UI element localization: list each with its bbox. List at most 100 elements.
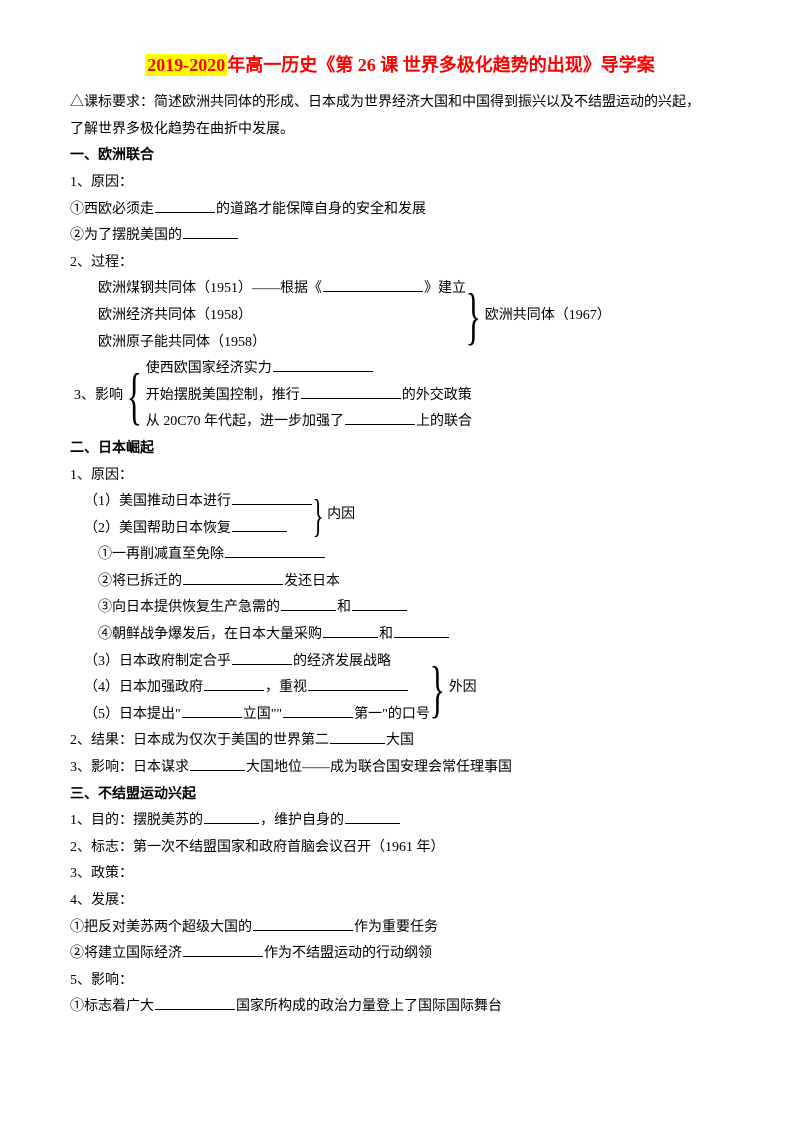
s1-impact-list: 使西欧国家经济实力 开始摆脱美国控制，推行的外交政策 从 20C70 年代起，进…: [142, 356, 472, 436]
blank: [345, 810, 400, 824]
s2-outer-group: （3）日本政府制定合乎 的经济发展战略 （4）日本加强政府，重视 （5）日本提出"…: [70, 649, 730, 729]
brace-icon: }: [313, 493, 324, 539]
s3-d2b: 作为不结盟运动的行动纲领: [264, 946, 432, 961]
s2-r3b: 的经济发展战略: [293, 654, 391, 669]
blank: [183, 943, 263, 957]
blank: [183, 571, 283, 585]
s2-r2-3b: 和: [337, 600, 351, 615]
brace-icon: }: [466, 284, 481, 348]
s2-result: 2、结果：日本成为仅次于美国的世界第二 大国: [70, 728, 730, 755]
s1-i2a: 开始摆脱美国控制，推行: [146, 388, 300, 403]
blank: [253, 917, 353, 931]
s2-r2-4: ④朝鲜战争爆发后，在日本大量采购 和: [70, 622, 730, 649]
blank: [232, 651, 292, 665]
s2-r2-4b: 和: [379, 627, 393, 642]
section3-head: 三、不结盟运动兴起: [70, 782, 730, 809]
intro-text1: 简述欧洲共同体的形成、日本成为世界经济大国和中国得到振兴以及不结盟运动的兴起，: [154, 95, 700, 110]
blank: [225, 544, 325, 558]
s1-process-left: 欧洲煤钢共同体（1951）——根据《 》建立 欧洲经济共同体（1958） 欧洲原子…: [70, 276, 466, 356]
s2-l2b: 大国: [386, 733, 414, 748]
s1-p3: 欧洲原子能共同体（1958）: [98, 330, 466, 357]
s1-reason-label: 1、原因：: [70, 170, 730, 197]
s1-reason2: ②为了摆脱美国的: [70, 223, 730, 250]
s2-r2-1: ①一再削减直至免除: [70, 542, 730, 569]
blank: [190, 757, 245, 771]
s2-r2-2: ②将已拆迁的 发还日本: [70, 569, 730, 596]
blank: [394, 624, 449, 638]
s3-d1b: 作为重要任务: [354, 920, 438, 935]
blank: [204, 810, 259, 824]
s2-r2-1t: ①一再削减直至免除: [98, 547, 224, 562]
s3-l3: 3、政策：: [70, 861, 730, 888]
s1-r2a: ②为了摆脱美国的: [70, 228, 182, 243]
intro-line2: 了解世界多极化趋势在曲折中发展。: [70, 117, 730, 144]
s1-i1: 使西欧国家经济实力: [146, 356, 472, 383]
intro-line1: △课标要求：简述欧洲共同体的形成、日本成为世界经济大国和中国得到振兴以及不结盟运…: [70, 90, 730, 117]
s1-p1b: 》建立: [424, 281, 466, 296]
blank: [155, 199, 215, 213]
s2-r5: （5）日本提出"立国""第一"的口号: [84, 702, 430, 729]
s2-inner-left: （1）美国推动日本进行 （2）美国帮助日本恢复: [70, 489, 313, 542]
s1-reason1: ①西欧必须走的道路才能保障自身的安全和发展: [70, 197, 730, 224]
s3-e1a: ①标志着广大: [70, 999, 154, 1014]
s2-l3b: 大国地位——成为联合国安理会常任理事国: [246, 760, 512, 775]
s2-r5a: （5）日本提出": [84, 707, 181, 722]
brace-icon: }: [430, 657, 445, 721]
title-rest: 年高一历史《第 26 课 世界多极化趋势的出现》导学案: [227, 55, 655, 75]
s2-r2-3: ③向日本提供恢复生产急需的和: [70, 595, 730, 622]
blank: [155, 996, 235, 1010]
blank: [281, 597, 336, 611]
s2-r2-2a: ②将已拆迁的: [98, 574, 182, 589]
s2-l3a: 3、影响：日本谋求: [70, 760, 189, 775]
s2-outer-label: 外因: [445, 649, 477, 729]
s3-l1: 1、目的：摆脱美苏的 ，维护自身的: [70, 808, 730, 835]
s1-i3a: 从 20C70 年代起，进一步加强了: [146, 414, 344, 429]
blank: [352, 597, 407, 611]
s1-i1t: 使西欧国家经济实力: [146, 361, 272, 376]
s2-r2-4a: ④朝鲜战争爆发后，在日本大量采购: [98, 627, 322, 642]
doc-title: 2019-2020年高一历史《第 26 课 世界多极化趋势的出现》导学案: [70, 48, 730, 82]
s3-l1b: ，维护自身的: [260, 813, 344, 828]
s1-p2: 欧洲经济共同体（1958）: [98, 303, 466, 330]
blank: [301, 385, 401, 399]
s2-r4: （4）日本加强政府，重视: [84, 675, 430, 702]
s1-process-right: 欧洲共同体（1967）: [481, 276, 611, 356]
s1-i2: 开始摆脱美国控制，推行的外交政策: [146, 383, 472, 410]
s2-r2-2b: 发还日本: [284, 574, 340, 589]
s2-r4a: （4）日本加强政府: [84, 680, 203, 695]
blank: [204, 677, 264, 691]
s2-outer-left: （3）日本政府制定合乎 的经济发展战略 （4）日本加强政府，重视 （5）日本提出"…: [70, 649, 430, 729]
s2-r1t: （1）美国推动日本进行: [84, 494, 231, 509]
s2-r2t: （2）美国帮助日本恢复: [84, 521, 231, 536]
s1-process-label: 2、过程：: [70, 250, 730, 277]
s1-r1a: ①西欧必须走: [70, 202, 154, 217]
s1-i3b: 上的联合: [416, 414, 472, 429]
section2-head: 二、日本崛起: [70, 436, 730, 463]
s2-r3: （3）日本政府制定合乎 的经济发展战略: [84, 649, 430, 676]
s1-impact-group: 3、影响 { 使西欧国家经济实力 开始摆脱美国控制，推行的外交政策 从 20C7…: [70, 356, 730, 436]
s1-impact-label: 3、影响: [70, 356, 127, 436]
blank: [183, 225, 238, 239]
blank: [323, 278, 423, 292]
s3-e1b: 国家所构成的政治力量登上了国际国际舞台: [236, 999, 502, 1014]
title-highlight: 2019-2020: [145, 54, 227, 76]
s3-l5: 5、影响：: [70, 968, 730, 995]
s2-reason-label: 1、原因：: [70, 463, 730, 490]
s2-l2a: 2、结果：日本成为仅次于美国的世界第二: [70, 733, 329, 748]
section1-head: 一、欧洲联合: [70, 143, 730, 170]
s1-p1a: 欧洲煤钢共同体（1951）——根据《: [98, 281, 322, 296]
blank: [345, 411, 415, 425]
s3-l2: 2、标志：第一次不结盟国家和政府首脑会议召开（1961 年）: [70, 835, 730, 862]
s2-r3a: （3）日本政府制定合乎: [84, 654, 231, 669]
s2-r2: （2）美国帮助日本恢复: [84, 516, 313, 543]
s1-p1: 欧洲煤钢共同体（1951）——根据《 》建立: [98, 276, 466, 303]
blank: [283, 704, 353, 718]
s3-d2: ②将建立国际经济作为不结盟运动的行动纲领: [70, 941, 730, 968]
s3-l4: 4、发展：: [70, 888, 730, 915]
s3-l1a: 1、目的：摆脱美苏的: [70, 813, 203, 828]
s2-inner-group: （1）美国推动日本进行 （2）美国帮助日本恢复 } 内因: [70, 489, 730, 542]
s2-inner-label: 内因: [323, 489, 355, 542]
blank: [323, 624, 378, 638]
s2-r5c: 第一"的口号: [354, 707, 430, 722]
s2-impact: 3、影响：日本谋求 大国地位——成为联合国安理会常任理事国: [70, 755, 730, 782]
